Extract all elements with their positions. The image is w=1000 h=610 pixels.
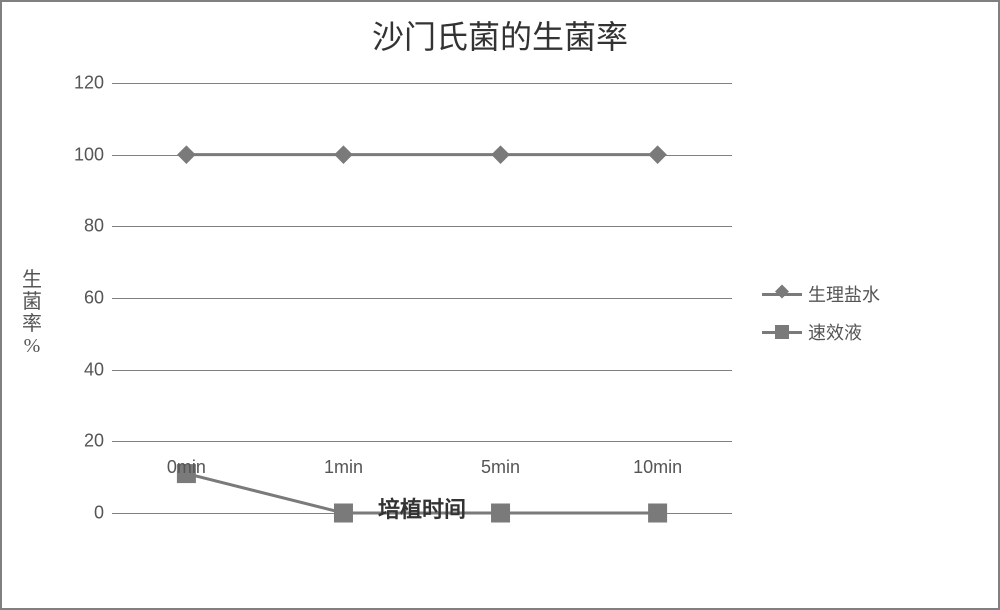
x-tick-label: 0min (167, 457, 206, 478)
x-tick-label: 1min (324, 457, 363, 478)
square-icon (775, 325, 789, 339)
chart-body: 生菌率% 0 20 40 60 80 100 120 生理盐水速效液 (2, 63, 998, 563)
y-tick-label: 60 (84, 288, 104, 309)
chart-svg (112, 83, 732, 513)
legend-label: 生理盐水 (808, 281, 880, 307)
legend-item: 生理盐水 (762, 281, 982, 307)
chart-title: 沙门氏菌的生菌率 (2, 2, 998, 63)
x-tick-label: 10min (633, 457, 682, 478)
chart-container: 沙门氏菌的生菌率 生菌率% 0 20 40 60 80 100 120 生理盐水速效液 0m… (0, 0, 1000, 610)
diamond-marker (649, 146, 666, 163)
legend: 生理盐水速效液 (732, 63, 982, 563)
legend-swatch-line (762, 293, 802, 296)
diamond-marker (492, 146, 509, 163)
diamond-icon (774, 284, 790, 305)
legend-item: 速效液 (762, 319, 982, 345)
y-axis-label-wrap: 生菌率% (2, 63, 62, 563)
diamond-marker (178, 146, 195, 163)
x-tick-label: 5min (481, 457, 520, 478)
diamond-marker (335, 146, 352, 163)
y-tick-label: 40 (84, 359, 104, 380)
y-tick-label: 20 (84, 431, 104, 452)
y-tick-label: 0 (94, 503, 104, 524)
y-tick-label: 80 (84, 216, 104, 237)
y-axis-label-text: 生菌率% (22, 269, 42, 357)
y-ticks: 0 20 40 60 80 100 120 (62, 63, 112, 563)
x-axis-label: 培植时间 (112, 492, 732, 524)
y-tick-label: 120 (74, 73, 104, 94)
legend-label: 速效液 (808, 319, 862, 345)
y-tick-label: 100 (74, 144, 104, 165)
plot-area (112, 83, 732, 514)
legend-swatch-line (762, 331, 802, 334)
y-axis-label: 生菌率% (22, 269, 42, 357)
